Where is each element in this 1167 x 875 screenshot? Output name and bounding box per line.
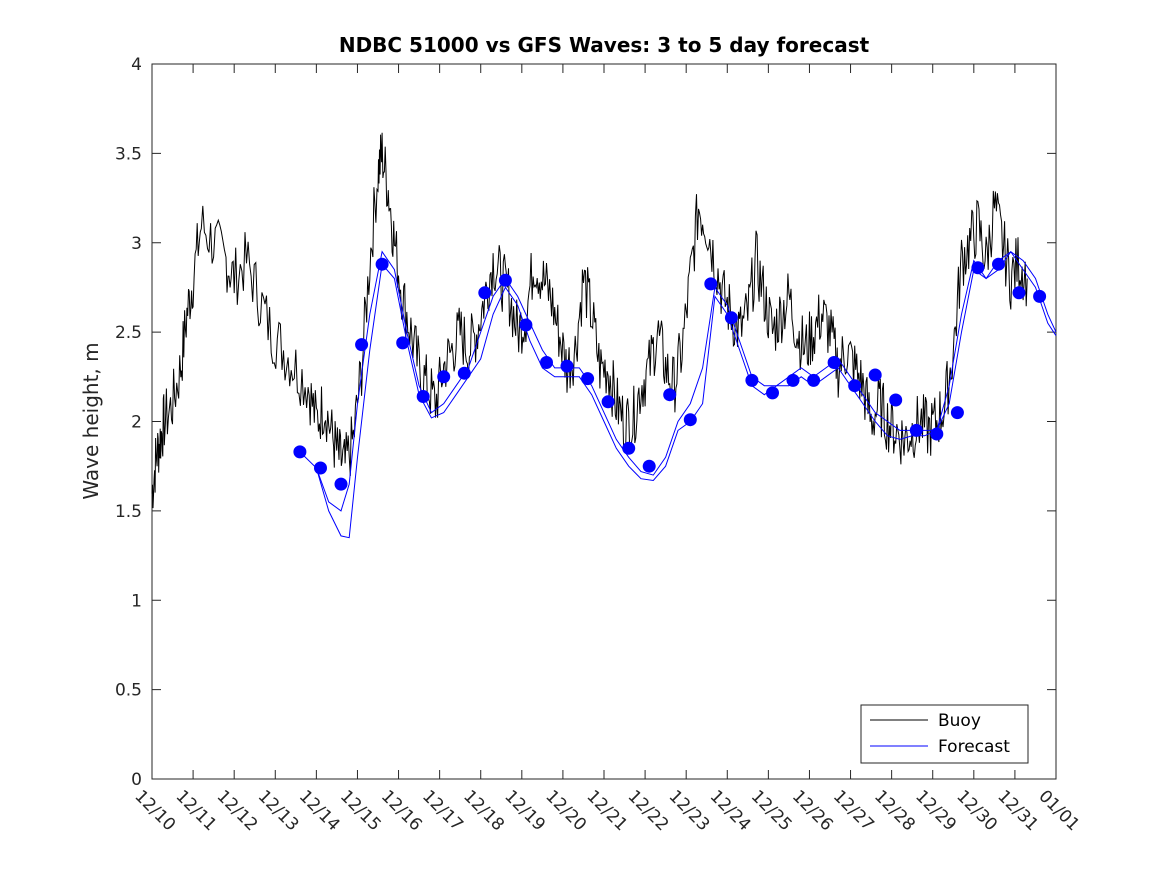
y-tick-label: 4 [131, 55, 142, 75]
x-tick-label: 12/29 [911, 786, 960, 835]
forecast-point [437, 370, 451, 384]
forecast-point [848, 379, 862, 393]
x-tick-label: 12/17 [418, 786, 467, 835]
x-tick-label: 12/14 [295, 786, 344, 835]
x-tick-label: 12/22 [624, 786, 673, 835]
x-tick-label: 12/10 [130, 786, 179, 835]
forecast-point [889, 393, 903, 407]
forecast-point [314, 461, 327, 475]
forecast-point [478, 286, 492, 300]
chart-title: NDBC 51000 vs GFS Waves: 3 to 5 day fore… [339, 33, 870, 57]
forecast-point [786, 373, 800, 387]
x-tick-label: 12/16 [377, 786, 426, 835]
series-layer [151, 132, 1057, 539]
legend-box [860, 704, 1029, 764]
forecast-point [704, 277, 718, 291]
forecast-point [992, 257, 1005, 271]
y-axis: 0 0.5 1 1.5 2 2.5 3 3.5 4 [115, 55, 1056, 790]
x-tick-label: 12/21 [582, 786, 631, 835]
forecast-point [930, 427, 944, 441]
forecast-point [766, 386, 779, 400]
forecast-point [560, 359, 574, 373]
forecast-point [416, 390, 430, 403]
forecast-point [724, 311, 738, 325]
legend-buoy-label: Buoy [938, 711, 981, 731]
forecast-point [745, 373, 759, 387]
x-tick-label: 12/12 [213, 786, 262, 835]
forecast-point [293, 445, 307, 459]
x-tick-label: 12/27 [829, 786, 878, 835]
x-tick-label: 12/15 [336, 786, 385, 835]
forecast-point [807, 373, 821, 387]
forecast-point [827, 356, 841, 369]
forecast-point [683, 413, 697, 427]
forecast-point [909, 423, 923, 437]
legend: Buoy Forecast [860, 704, 1029, 764]
x-tick-label: 12/19 [500, 786, 549, 835]
x-tick-label: 12/31 [993, 786, 1042, 835]
x-tick-label: 12/23 [665, 786, 714, 835]
forecast-point [581, 372, 595, 386]
y-tick-label: 0.5 [115, 681, 142, 701]
y-tick-label: 1.5 [115, 502, 142, 522]
x-tick-label: 12/28 [870, 786, 919, 835]
forecast-point [622, 441, 636, 455]
y-tick-label: 3.5 [115, 144, 142, 164]
y-tick-label: 2.5 [115, 323, 142, 343]
forecast-point [334, 477, 348, 491]
forecast-point [540, 356, 553, 369]
x-tick-label: 12/24 [706, 786, 755, 835]
x-tick-label: 12/18 [459, 786, 508, 835]
y-axis-label: Wave height, m [79, 342, 103, 499]
x-tick-label: 12/20 [541, 786, 590, 835]
x-tick-label: 01/01 [1034, 786, 1083, 835]
forecast-point [868, 368, 882, 382]
x-tick-label: 12/11 [172, 786, 221, 835]
forecast-point [971, 261, 985, 275]
forecast-point [1012, 286, 1026, 300]
x-tick-label: 12/26 [788, 786, 837, 835]
forecast-point [950, 406, 964, 420]
forecast-point [663, 388, 677, 402]
forecast-point [601, 395, 615, 409]
forecast-point [396, 336, 410, 350]
x-tick-label: 12/13 [254, 786, 303, 835]
y-tick-label: 3 [131, 234, 142, 254]
forecast-point [355, 338, 369, 352]
forecast-point [498, 273, 512, 287]
y-tick-label: 1 [131, 591, 142, 611]
forecast-point [1033, 289, 1047, 303]
y-tick-label: 2 [131, 413, 142, 433]
legend-forecast-label: Forecast [938, 737, 1010, 757]
buoy-series-line [151, 132, 1028, 509]
forecast-point [642, 459, 656, 473]
x-tick-label: 12/25 [747, 786, 796, 835]
forecast-point [457, 366, 471, 380]
x-tick-label: 12/30 [952, 786, 1001, 835]
forecast-point [519, 318, 533, 332]
forecast-point [375, 257, 389, 271]
y-tick-label: 0 [131, 770, 142, 790]
